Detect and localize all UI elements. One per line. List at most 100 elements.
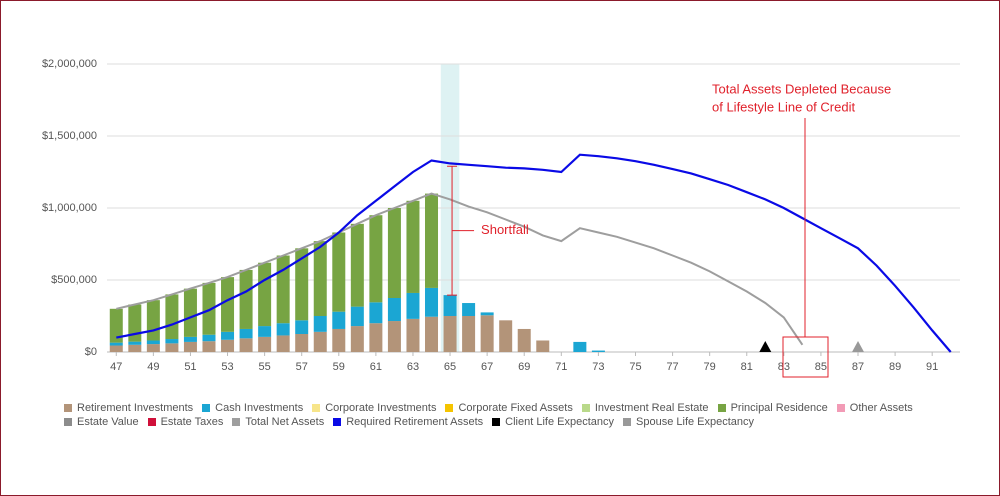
legend-swatch: [64, 418, 72, 426]
bar: [165, 294, 179, 340]
bar: [109, 342, 123, 346]
bar: [350, 306, 364, 327]
annotation-box: [782, 336, 829, 378]
x-tick-label: 61: [370, 361, 382, 373]
legend-item[interactable]: Client Life Expectancy: [492, 415, 614, 429]
bar: [425, 287, 439, 317]
bar: [183, 336, 197, 342]
life-expectancy-marker: [759, 341, 772, 352]
x-tick-label: 59: [333, 361, 345, 373]
bar: [295, 320, 309, 334]
legend-label: Spouse Life Expectancy: [636, 416, 755, 428]
x-tick-label: 73: [592, 361, 604, 373]
bar: [258, 336, 272, 352]
legend-label: Other Assets: [849, 402, 913, 414]
bar: [425, 316, 439, 352]
bar: [258, 262, 272, 327]
bar: [221, 339, 235, 352]
legend-swatch: [717, 404, 726, 412]
legend-item[interactable]: Corporate Fixed Assets: [445, 401, 573, 415]
legend-swatch: [333, 418, 342, 426]
bar: [221, 277, 235, 332]
x-tick-label: 65: [444, 361, 456, 373]
legend-label: Investment Real Estate: [594, 402, 709, 414]
legend-label: Required Retirement Assets: [346, 416, 484, 428]
bar: [536, 340, 550, 352]
bar: [146, 344, 160, 352]
legend-item[interactable]: Corporate Investments: [312, 401, 436, 415]
bar: [573, 341, 587, 352]
bar: [462, 303, 476, 316]
bar: [109, 345, 123, 352]
x-tick-label: 63: [407, 361, 419, 373]
annotation: Total Assets Depleted Because: [712, 81, 891, 96]
bar: [146, 340, 160, 345]
x-tick-label: 69: [518, 361, 530, 373]
legend-swatch: [232, 418, 241, 426]
legend-label: Principal Residence: [730, 402, 828, 414]
legend-label: Retirement Investments: [77, 402, 194, 414]
legend-swatch: [147, 418, 156, 426]
bar: [332, 311, 346, 329]
bar: [480, 312, 494, 316]
bar: [462, 316, 476, 352]
x-tick-label: 51: [184, 361, 196, 373]
x-tick-label: 57: [296, 361, 308, 373]
bar: [239, 269, 253, 329]
legend-item[interactable]: Total Net Assets: [232, 415, 324, 429]
legend-label: Corporate Fixed Assets: [458, 402, 573, 414]
bar: [183, 288, 197, 337]
bar: [165, 343, 179, 352]
bar: [480, 315, 494, 352]
x-tick-label: 71: [555, 361, 567, 373]
y-tick-label: $500,000: [51, 274, 97, 286]
x-tick-label: 77: [666, 361, 678, 373]
bar: [313, 316, 327, 332]
bar: [406, 292, 420, 319]
legend-label: Corporate Investments: [325, 402, 437, 414]
x-tick-label: 83: [778, 361, 790, 373]
bar: [109, 308, 123, 343]
legend-item[interactable]: Required Retirement Assets: [333, 415, 483, 429]
x-tick-label: 89: [889, 361, 901, 373]
x-tick-label: 85: [815, 361, 827, 373]
legend-item[interactable]: Estate Value: [64, 415, 139, 429]
bar: [313, 331, 327, 352]
x-tick-label: 49: [147, 361, 159, 373]
bar: [406, 200, 420, 293]
legend-swatch: [581, 404, 590, 412]
bar: [128, 341, 142, 345]
legend-item[interactable]: Estate Taxes: [147, 415, 223, 429]
x-tick-label: 87: [852, 361, 864, 373]
bar: [517, 328, 531, 352]
bar: [591, 350, 605, 352]
bar: [443, 295, 457, 316]
legend-label: Estate Value: [77, 416, 139, 428]
bar: [258, 326, 272, 337]
legend-item[interactable]: Investment Real Estate: [581, 401, 709, 415]
legend: Retirement Investments Cash Investments Co…: [64, 401, 944, 429]
bar: [202, 334, 216, 342]
legend-item[interactable]: Principal Residence: [717, 401, 828, 415]
legend-swatch: [202, 404, 211, 412]
annotation: Shortfall: [481, 222, 529, 237]
legend-swatch: [64, 404, 72, 412]
legend-swatch: [623, 418, 632, 426]
x-tick-label: 55: [258, 361, 270, 373]
bar: [183, 341, 197, 352]
legend-swatch: [492, 418, 501, 426]
bar: [369, 323, 383, 352]
bar: [276, 323, 290, 336]
legend-label: Cash Investments: [215, 402, 304, 414]
legend-item[interactable]: Cash Investments: [202, 401, 303, 415]
bar: [406, 318, 420, 352]
legend-item[interactable]: Spouse Life Expectancy: [623, 415, 754, 429]
line: [116, 192, 804, 346]
legend-label: Client Life Expectancy: [505, 416, 615, 428]
legend-item[interactable]: Other Assets: [836, 401, 913, 415]
bar: [369, 302, 383, 324]
x-tick-label: 53: [221, 361, 233, 373]
legend-item[interactable]: Retirement Investments: [64, 401, 193, 415]
bar: [387, 208, 401, 298]
